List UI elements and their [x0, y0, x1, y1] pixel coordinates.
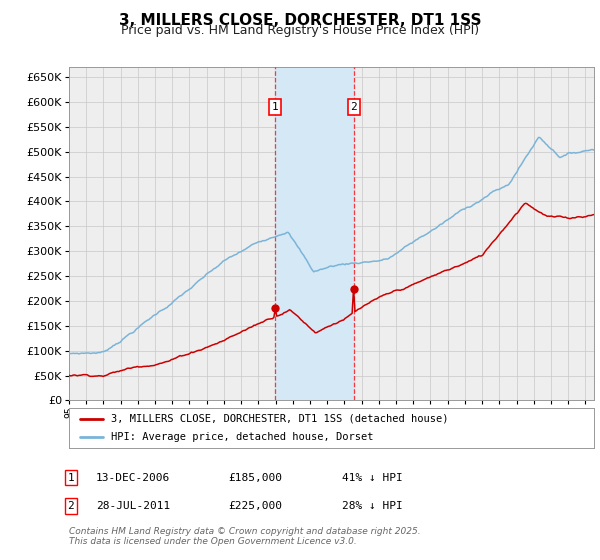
Text: Contains HM Land Registry data © Crown copyright and database right 2025.
This d: Contains HM Land Registry data © Crown c… — [69, 526, 421, 546]
Text: HPI: Average price, detached house, Dorset: HPI: Average price, detached house, Dors… — [111, 432, 373, 442]
Bar — [275, 67, 354, 400]
Text: £185,000: £185,000 — [228, 473, 282, 483]
Text: 1: 1 — [67, 473, 74, 483]
Text: 13-DEC-2006: 13-DEC-2006 — [96, 473, 170, 483]
Text: £225,000: £225,000 — [228, 501, 282, 511]
Text: 28-JUL-2011: 28-JUL-2011 — [96, 501, 170, 511]
Text: 2: 2 — [350, 102, 357, 112]
Text: 3, MILLERS CLOSE, DORCHESTER, DT1 1SS (detached house): 3, MILLERS CLOSE, DORCHESTER, DT1 1SS (d… — [111, 414, 449, 423]
Text: 41% ↓ HPI: 41% ↓ HPI — [342, 473, 403, 483]
Text: 28% ↓ HPI: 28% ↓ HPI — [342, 501, 403, 511]
Text: 2: 2 — [67, 501, 74, 511]
Text: 3, MILLERS CLOSE, DORCHESTER, DT1 1SS: 3, MILLERS CLOSE, DORCHESTER, DT1 1SS — [119, 13, 481, 28]
Text: Price paid vs. HM Land Registry's House Price Index (HPI): Price paid vs. HM Land Registry's House … — [121, 24, 479, 37]
Text: 1: 1 — [271, 102, 278, 112]
